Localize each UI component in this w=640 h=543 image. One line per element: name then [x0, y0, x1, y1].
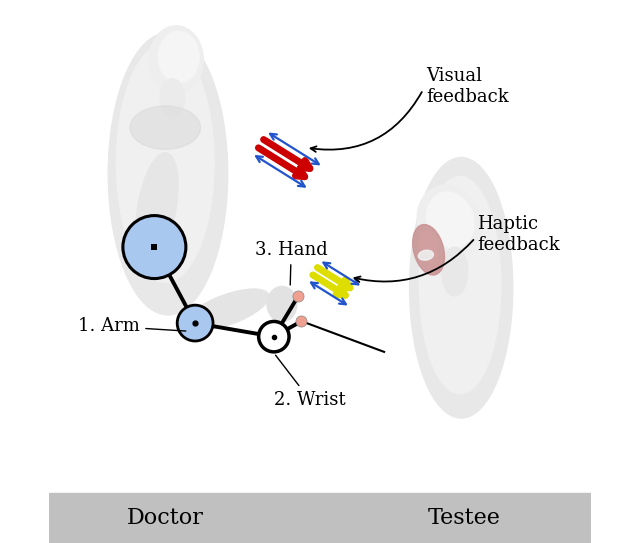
Circle shape — [177, 305, 213, 341]
Text: Testee: Testee — [428, 507, 500, 529]
Ellipse shape — [419, 250, 433, 260]
Ellipse shape — [116, 43, 214, 282]
Ellipse shape — [410, 157, 513, 418]
Circle shape — [123, 216, 186, 279]
Ellipse shape — [130, 106, 200, 149]
Ellipse shape — [160, 79, 184, 117]
Text: 1. Arm: 1. Arm — [78, 317, 186, 335]
Ellipse shape — [419, 176, 501, 394]
Text: Haptic
feedback: Haptic feedback — [477, 215, 560, 254]
Text: 2. Wrist: 2. Wrist — [274, 355, 346, 408]
Bar — [49, 493, 591, 543]
Ellipse shape — [426, 192, 474, 248]
Ellipse shape — [108, 33, 228, 315]
Ellipse shape — [149, 26, 204, 94]
Ellipse shape — [420, 231, 438, 263]
Ellipse shape — [417, 185, 481, 260]
Text: Doctor: Doctor — [127, 507, 204, 529]
Text: 3. Hand: 3. Hand — [255, 241, 328, 285]
Ellipse shape — [267, 287, 297, 322]
Text: Visual
feedback: Visual feedback — [426, 67, 509, 106]
Ellipse shape — [186, 289, 269, 330]
Ellipse shape — [136, 153, 178, 260]
Circle shape — [259, 321, 289, 352]
Ellipse shape — [442, 247, 468, 296]
Ellipse shape — [159, 31, 199, 83]
Ellipse shape — [413, 225, 445, 275]
